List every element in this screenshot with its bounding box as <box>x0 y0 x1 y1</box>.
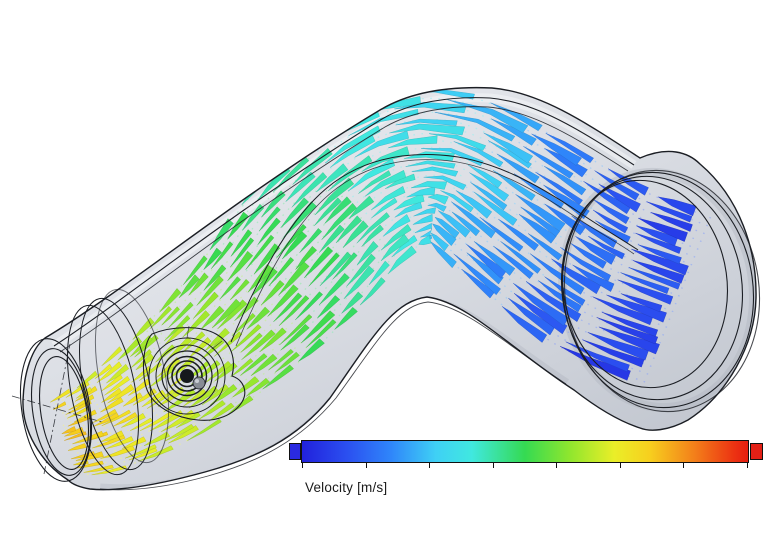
inlet-rim <box>560 169 761 413</box>
sensor-boss <box>143 325 246 421</box>
colorbar-tick <box>429 463 431 468</box>
colorbar <box>289 440 763 470</box>
inner-bend-edge <box>230 154 639 343</box>
colorbar-ticks <box>301 463 749 469</box>
colorbar-max-cap <box>750 443 763 460</box>
colorbar-gradient <box>301 440 749 463</box>
wall-inner-edge-top <box>53 97 635 347</box>
boss-flange-outline <box>143 327 246 421</box>
sensor-tip <box>192 376 206 390</box>
colorbar-tick <box>619 463 621 468</box>
wall-inner-edge-top-2 <box>59 106 629 353</box>
colorbar-tick <box>747 463 748 468</box>
colorbar-label: Velocity [m/s] <box>305 480 388 495</box>
colorbar-min-cap <box>289 443 301 460</box>
colorbar-tick <box>492 463 494 468</box>
colorbar-tick <box>683 463 685 468</box>
flow-arrows <box>50 88 712 477</box>
colorbar-tick <box>302 463 303 468</box>
colorbar-tick <box>556 463 558 468</box>
colorbar-tick <box>365 463 367 468</box>
inner-bend-edge-2 <box>235 159 635 347</box>
pipe-edges <box>11 86 761 491</box>
outlet-centermark <box>11 343 103 475</box>
outlet-rim <box>20 338 92 482</box>
bead-rings <box>67 288 169 476</box>
sensor-bore <box>180 369 194 383</box>
wall-inner-edge-bottom <box>99 301 567 491</box>
